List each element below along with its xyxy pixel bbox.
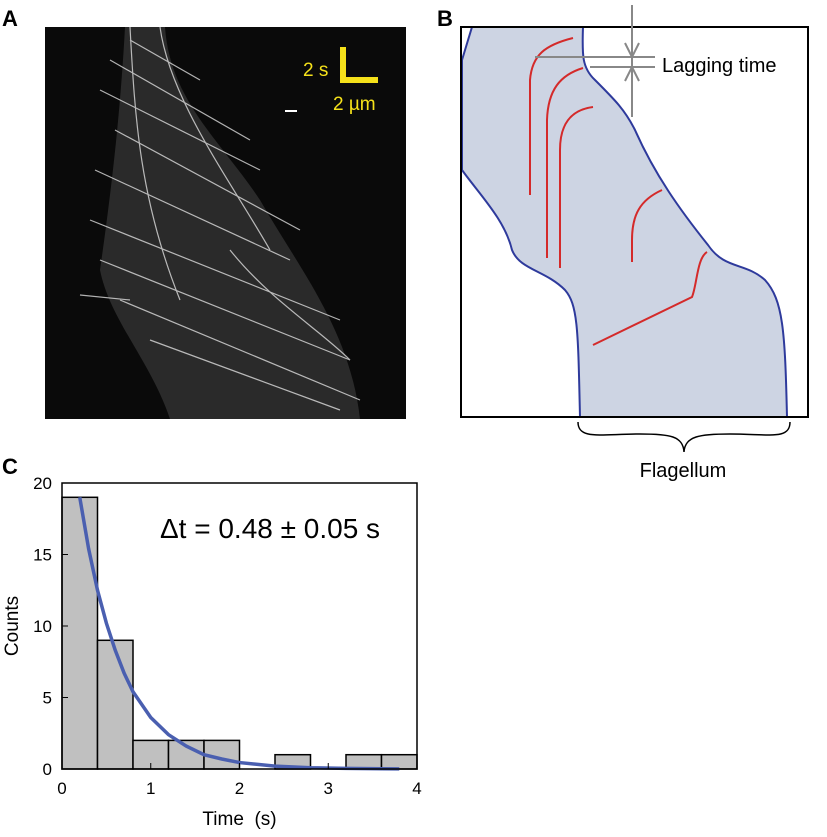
- panel-label: A: [2, 6, 18, 31]
- x-tick-label: 2: [235, 779, 244, 798]
- annotation: Δt = 0.48 ± 0.05 s: [160, 513, 380, 544]
- y-tick-label: 15: [33, 546, 52, 565]
- x-tick-label: 1: [146, 779, 155, 798]
- x-tick-label: 3: [324, 779, 333, 798]
- scale-time: 2 s: [303, 60, 328, 81]
- y-tick-label: 5: [43, 689, 52, 708]
- fit-curve: [78, 497, 400, 771]
- bar: [380, 753, 418, 770]
- lagging-label: Lagging time: [662, 55, 777, 77]
- schematic: [460, 5, 809, 418]
- x-tick-label: 0: [57, 779, 66, 798]
- y-axis-label: Counts: [2, 596, 23, 656]
- bar: [61, 496, 99, 770]
- y-tick-label: 20: [33, 474, 52, 493]
- histogram: 0 1 2 3 4 0 5 10 15 20 Time (s) Counts Δt = 0.48 ± 0…: [2, 474, 422, 830]
- panel-label: B: [437, 6, 453, 31]
- brace: [577, 421, 791, 453]
- scale-bar: [340, 47, 378, 83]
- scale-length: 2 µm: [333, 94, 376, 115]
- kymograph: [45, 26, 406, 419]
- y-tick-label: 0: [43, 760, 52, 779]
- flagellum-label: Flagellum: [640, 460, 727, 482]
- x-axis-label: Time (s): [202, 809, 276, 830]
- bar: [96, 639, 134, 770]
- y-tick-label: 10: [33, 617, 52, 636]
- panel-label: C: [2, 454, 18, 479]
- x-tick-label: 4: [412, 779, 421, 798]
